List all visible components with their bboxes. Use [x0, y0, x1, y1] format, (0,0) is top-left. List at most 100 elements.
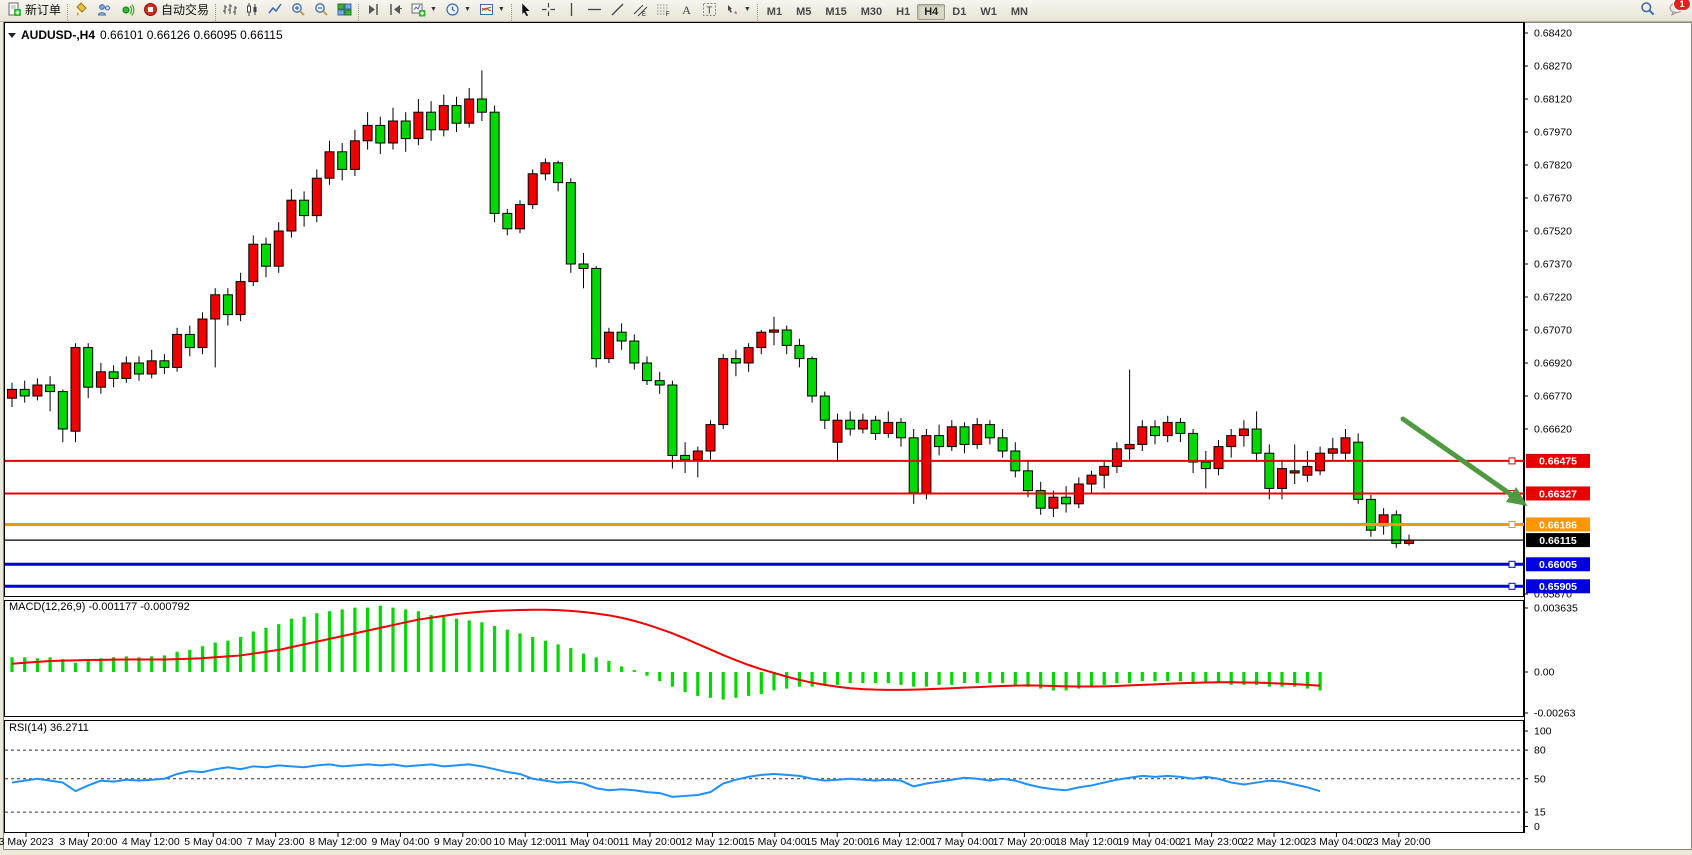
candle: [997, 437, 1008, 452]
svg-text:0.66327: 0.66327: [1539, 488, 1577, 500]
equidistant-channel-button[interactable]: E: [629, 0, 652, 19]
auto-scroll-button[interactable]: [361, 0, 384, 19]
candle: [286, 199, 297, 232]
svg-text:A: A: [682, 3, 691, 17]
toolbar-separator: [67, 3, 69, 21]
candlestick-chart-button[interactable]: [241, 0, 264, 19]
svg-text:0.003635: 0.003635: [1534, 603, 1578, 615]
profiles-button[interactable]: [93, 0, 116, 19]
chart-shift-button[interactable]: [384, 0, 407, 19]
timeframe-m30-button[interactable]: M30: [860, 5, 883, 18]
toolbar-separator: [510, 3, 512, 21]
alerts-button[interactable]: [116, 0, 139, 19]
cursor-button[interactable]: [514, 0, 537, 19]
text-label-button[interactable]: T: [698, 0, 721, 19]
timeframe-m1-button[interactable]: M1: [766, 5, 783, 18]
rsi-series: 100 80 50 15 0: [5, 726, 1552, 833]
down-arrow-annotation[interactable]: [1400, 416, 1528, 507]
svg-text:10 May 12:00: 10 May 12:00: [493, 836, 557, 848]
svg-text:0.67820: 0.67820: [1534, 160, 1572, 172]
candle: [1315, 452, 1326, 472]
time-axis[interactable]: 3 May 2023 3 May 20:00 4 May 12:00 5 May 04…: [0, 833, 1431, 848]
candle: [1099, 465, 1110, 476]
arrows-button[interactable]: ▼: [721, 0, 755, 19]
period-button[interactable]: ▼: [441, 0, 475, 19]
svg-text:9 May 20:00: 9 May 20:00: [434, 836, 492, 848]
bar-chart-button[interactable]: [218, 0, 241, 19]
crosshair-button[interactable]: [537, 0, 560, 19]
search-icon[interactable]: [1640, 1, 1655, 21]
fibonacci-button[interactable]: F: [652, 0, 675, 19]
notifications-badge: 1: [1673, 0, 1691, 11]
timeframe-h4-button[interactable]: H4: [917, 3, 946, 20]
arrows-dropdown-icon[interactable]: ▼: [743, 5, 751, 13]
toolbar-separator: [358, 3, 360, 21]
notifications-icon[interactable]: 1: [1669, 0, 1691, 21]
candle: [603, 331, 614, 360]
candle: [1264, 452, 1275, 489]
hline-handle[interactable]: [1508, 582, 1516, 590]
line-chart-button[interactable]: [264, 0, 287, 19]
svg-text:F: F: [666, 12, 670, 17]
new-chart-dropdown-icon[interactable]: ▼: [430, 5, 437, 13]
svg-text:17 May 04:00: 17 May 04:00: [930, 836, 994, 848]
vertical-line-button[interactable]: [560, 0, 583, 19]
styler-icon: [74, 2, 89, 17]
hline-handle[interactable]: [1508, 457, 1516, 465]
zoom-out-button[interactable]: [310, 0, 333, 19]
candle: [146, 360, 157, 375]
text-button[interactable]: A: [675, 0, 698, 19]
candle: [235, 281, 246, 316]
template-dropdown-icon[interactable]: ▼: [497, 5, 505, 13]
trendline-button[interactable]: [606, 0, 629, 19]
candle: [1150, 426, 1160, 437]
tile-windows-button[interactable]: [333, 0, 356, 19]
candle: [972, 424, 983, 445]
candle: [184, 333, 195, 349]
candle: [349, 140, 360, 170]
text-icon: A: [679, 2, 694, 17]
svg-text:-0.00263: -0.00263: [1534, 708, 1576, 720]
new-order-button[interactable]: 新订单: [3, 0, 65, 19]
autotrading-button[interactable]: 自动交易: [139, 0, 213, 19]
svg-text:23 May 20:00: 23 May 20:00: [1367, 836, 1431, 848]
price-axis[interactable]: 0.68420 0.68270 0.68120 0.67970 0.67820 0.676…: [1524, 28, 1572, 601]
svg-text:80: 80: [1534, 745, 1546, 757]
zoom-in-button[interactable]: [287, 0, 310, 19]
new-order-icon: [7, 2, 22, 17]
main-toolbar: 新订单 自动交易 ▼ ▼ ▼ E F A T ▼ M1 M5 M15 M30 H1 H4 D1 W1 MN 1: [0, 0, 1692, 22]
candle: [1048, 496, 1059, 509]
template-button[interactable]: ▼: [475, 0, 509, 19]
candle: [616, 331, 627, 342]
candle: [807, 358, 818, 397]
price-badge-0.65905: 0.65905: [1526, 579, 1590, 594]
new-chart-button[interactable]: ▼: [407, 0, 441, 19]
horizontal-line-button[interactable]: [583, 0, 606, 19]
svg-text:22 May 12:00: 22 May 12:00: [1242, 836, 1306, 848]
timeframe-mn-button[interactable]: MN: [1010, 5, 1028, 18]
timeframe-d1-button[interactable]: D1: [952, 5, 967, 18]
candle: [959, 426, 970, 445]
candle: [730, 358, 741, 364]
chevron-down-icon[interactable]: [8, 32, 16, 38]
candle: [565, 182, 576, 265]
candle: [1137, 426, 1148, 445]
timeframe-w1-button[interactable]: W1: [980, 5, 997, 18]
candle: [362, 124, 373, 142]
period-dropdown-icon[interactable]: ▼: [463, 5, 471, 13]
timeframe-m15-button[interactable]: M15: [825, 5, 847, 18]
timeframe-h1-button[interactable]: H1: [896, 5, 911, 18]
candle: [1327, 448, 1338, 454]
svg-text:7 May 23:00: 7 May 23:00: [247, 836, 305, 848]
timeframe-m5-button[interactable]: M5: [796, 5, 812, 18]
profiles-icon: [97, 2, 112, 17]
candle: [781, 329, 792, 346]
candle: [1251, 428, 1262, 454]
candle: [553, 162, 564, 184]
hline-handle[interactable]: [1508, 560, 1516, 568]
arrows-icon: [725, 2, 740, 17]
candle: [578, 263, 589, 269]
svg-text:0.66186: 0.66186: [1539, 519, 1577, 531]
hline-handle[interactable]: [1508, 520, 1516, 528]
styler-button[interactable]: [70, 0, 93, 19]
